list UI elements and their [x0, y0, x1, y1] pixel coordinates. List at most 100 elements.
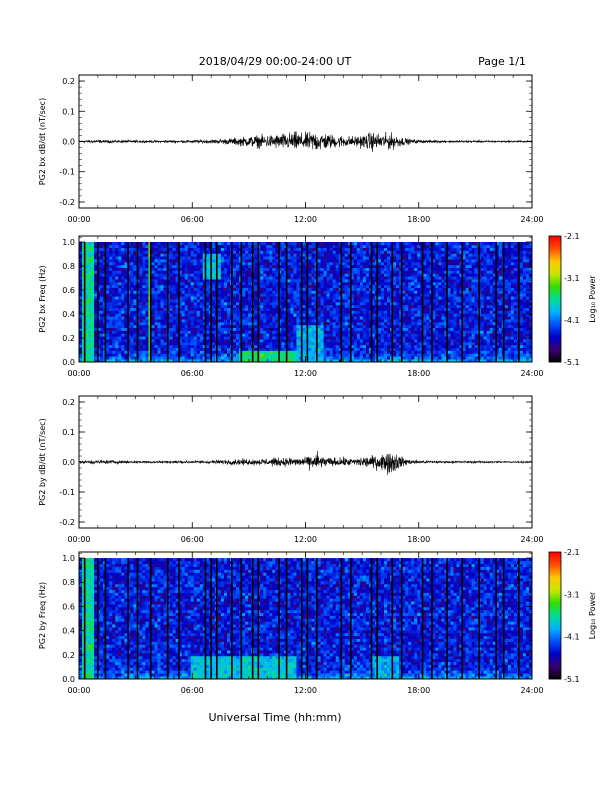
heatmap-cell: [160, 279, 164, 283]
heatmap-cell: [396, 250, 400, 254]
heatmap-cell: [371, 284, 376, 289]
heatmap-cell: [402, 279, 406, 283]
heatmap-cell: [220, 244, 225, 249]
heatmap-cell: [326, 250, 330, 254]
heatmap-cell: [326, 316, 330, 320]
heatmap-cell: [384, 339, 388, 343]
heatmap-cell: [172, 259, 176, 263]
heatmap-cell: [142, 293, 146, 297]
heatmap-cell: [353, 310, 358, 314]
heatmap-cell: [85, 284, 89, 289]
heatmap-cell: [118, 247, 122, 251]
heatmap-cell: [311, 247, 315, 251]
heatmap-cell: [109, 353, 113, 357]
heatmap-cell: [157, 353, 161, 357]
heatmap-cell: [408, 333, 412, 337]
heatmap-cell: [323, 347, 327, 351]
heatmap-cell: [142, 279, 146, 283]
heatmap-cell: [85, 253, 89, 257]
heatmap-cell: [91, 316, 95, 320]
heatmap-cell: [223, 279, 228, 283]
heatmap-cell: [293, 242, 297, 246]
heatmap-cell: [359, 250, 364, 254]
heatmap-cell: [335, 253, 340, 257]
heatmap-cell: [423, 296, 427, 300]
heatmap-cell: [236, 324, 240, 329]
heatmap-cell: [311, 336, 315, 340]
heatmap-cell: [308, 282, 312, 286]
heatmap-cell: [109, 273, 113, 277]
heatmap-cell: [278, 316, 282, 320]
heatmap-cell: [190, 353, 195, 357]
heatmap-cell: [399, 293, 403, 297]
heatmap-cell: [88, 304, 92, 309]
heatmap-cell: [393, 342, 397, 346]
heatmap-cell: [371, 267, 376, 271]
heatmap-cell: [245, 302, 249, 306]
heatmap-cell: [142, 310, 146, 314]
heatmap-cell: [205, 242, 210, 246]
heatmap-cell: [187, 293, 192, 297]
heatmap-cell: [94, 250, 98, 254]
heatmap-cell: [130, 296, 134, 300]
heatmap-cell: [275, 282, 279, 286]
heatmap-cell: [211, 293, 216, 297]
heatmap-cell: [94, 307, 98, 311]
heatmap-cell: [399, 276, 403, 280]
heatmap-cell: [109, 247, 113, 251]
heatmap-cell: [387, 302, 391, 306]
heatmap-cell: [275, 313, 279, 317]
heatmap-cell: [151, 262, 155, 266]
heatmap-cell: [106, 324, 110, 329]
heatmap-cell: [320, 242, 324, 246]
y-tick-label: -0.2: [59, 198, 75, 207]
heatmap-cell: [142, 273, 146, 277]
heatmap-cell: [377, 296, 382, 300]
heatmap-cell: [371, 290, 376, 294]
heatmap-cell: [371, 264, 376, 269]
heatmap-cell: [344, 244, 349, 249]
heatmap-cell: [377, 350, 382, 354]
heatmap-cell: [254, 342, 258, 346]
heatmap-cell: [302, 282, 306, 286]
heatmap-cell: [381, 244, 385, 249]
heatmap-cell: [175, 310, 179, 314]
heatmap-cell: [365, 342, 370, 346]
heatmap-cell: [302, 276, 306, 280]
heatmap-cell: [317, 327, 321, 331]
heatmap-cell: [112, 290, 116, 294]
heatmap-cell: [115, 313, 119, 317]
heatmap-cell: [199, 302, 204, 306]
heatmap-cell: [371, 259, 376, 263]
heatmap-cell: [91, 339, 95, 343]
heatmap-cell: [405, 244, 409, 249]
heatmap-cell: [347, 330, 352, 334]
heatmap-cell: [347, 299, 352, 303]
heatmap-cell: [323, 284, 327, 289]
heatmap-cell: [311, 250, 315, 254]
heatmap-cell: [124, 264, 128, 269]
heatmap-cell: [281, 256, 285, 260]
heatmap-cell: [91, 242, 95, 246]
heatmap-cell: [118, 262, 122, 266]
heatmap-cell: [296, 293, 300, 297]
heatmap-cell: [139, 344, 143, 349]
heatmap-cell: [402, 256, 406, 260]
heatmap-cell: [175, 313, 179, 317]
heatmap-cell: [353, 350, 358, 354]
heatmap-cell: [118, 336, 122, 340]
heatmap-cell: [371, 299, 376, 303]
heatmap-cell: [127, 247, 131, 251]
heatmap-cell: [245, 244, 249, 249]
heatmap-cell: [106, 279, 110, 283]
heatmap-cell: [254, 250, 258, 254]
heatmap-cell: [145, 259, 149, 263]
heatmap-cell: [109, 296, 113, 300]
heatmap-cell: [426, 310, 430, 314]
heatmap-cell: [399, 336, 403, 340]
heatmap-cell: [124, 359, 128, 363]
heatmap-cell: [393, 287, 397, 291]
heatmap-cell: [384, 322, 388, 326]
heatmap-cell: [377, 302, 382, 306]
heatmap-cell: [211, 244, 216, 249]
